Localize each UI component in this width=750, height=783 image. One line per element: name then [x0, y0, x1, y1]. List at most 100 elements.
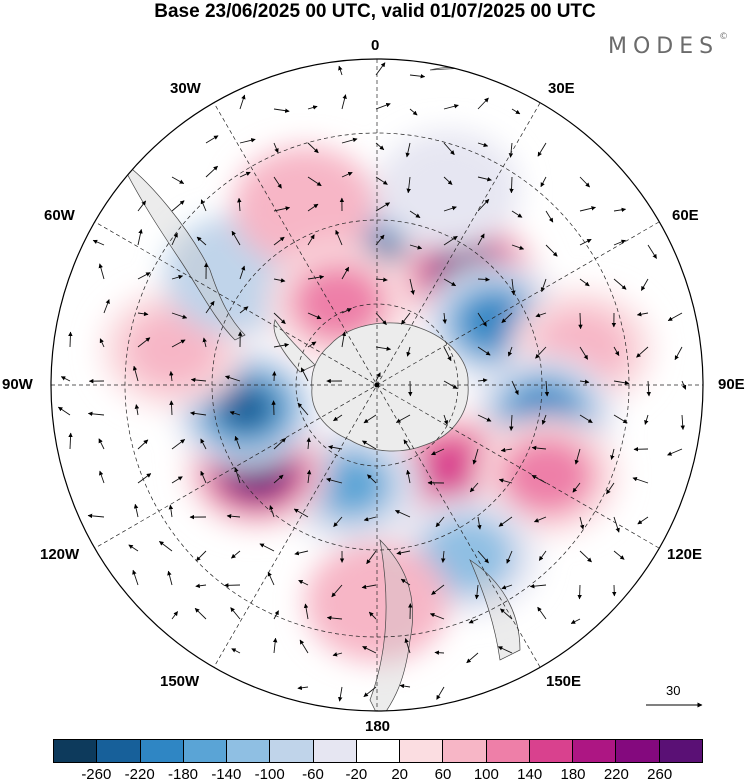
- wind-vector-133: [375, 346, 392, 351]
- wind-vector-42: [196, 236, 207, 246]
- wind-vector-202: [511, 244, 525, 250]
- wind-vector-169: [442, 312, 447, 324]
- wind-vector-166: [443, 206, 457, 212]
- wind-vector-260: [646, 380, 651, 397]
- wind-vector-17: [137, 337, 151, 348]
- wind-vector-240: [579, 516, 585, 530]
- longitude-label-30e: 30E: [548, 80, 575, 97]
- colorbar-tick-label-11: 180: [560, 766, 586, 783]
- wind-vector-109: [341, 171, 353, 178]
- wind-vector-81: [273, 437, 286, 450]
- reference-arrow-icon: [646, 702, 703, 708]
- wind-vector-205: [507, 346, 513, 357]
- wind-vector-179: [434, 650, 445, 655]
- wind-vector-154: [395, 414, 411, 423]
- wind-vector-143: [363, 686, 377, 698]
- wind-vector-72: [273, 142, 279, 154]
- wind-vector-58: [231, 230, 241, 246]
- wind-vector-214: [497, 646, 513, 654]
- wind-vector-257: [640, 278, 649, 291]
- colorbar-swatch-3: [183, 740, 228, 762]
- wind-vector-104: [299, 639, 309, 654]
- logo-mark: ©: [719, 32, 729, 42]
- wind-vector-209: [498, 478, 513, 484]
- wind-vector-46: [190, 377, 207, 383]
- wind-vector-161: [404, 638, 411, 654]
- wind-vector-67: [230, 550, 241, 559]
- wind-vector-116: [333, 414, 343, 422]
- wind-vector-22: [133, 503, 139, 518]
- wind-vector-189: [477, 378, 488, 383]
- colorbar-tick-label-7: 20: [391, 766, 408, 783]
- colorbar-swatch-5: [270, 740, 314, 762]
- wind-vector-140: [361, 584, 377, 590]
- colorbar-tick-label-10: 140: [517, 766, 543, 783]
- longitude-label-180: 180: [365, 718, 391, 735]
- wind-vector-5: [98, 263, 105, 280]
- wind-vector-13: [137, 200, 147, 212]
- wind-vector-175: [435, 516, 445, 528]
- colorbar-tick-label-0: -260: [81, 766, 112, 783]
- wind-vector-265: [667, 312, 683, 322]
- wind-vector-193: [477, 516, 482, 530]
- reference-vector: 30: [646, 683, 706, 713]
- wind-vector-111: [335, 229, 343, 246]
- wind-vector-212: [501, 584, 513, 590]
- wind-vector-231: [579, 206, 596, 212]
- wind-vector-264: [637, 516, 649, 525]
- wind-vector-128: [375, 176, 388, 185]
- colorbar-tick-label-9: 100: [473, 766, 499, 783]
- wind-vector-75: [273, 236, 285, 246]
- wind-vector-38: [171, 611, 179, 620]
- anomaly-center-6-layer-2: [418, 440, 492, 502]
- wind-vector-126: [375, 102, 391, 110]
- wind-vector-252: [606, 482, 615, 495]
- anomaly-center-7-layer-1: [500, 436, 595, 515]
- wind-vector-248: [613, 346, 620, 356]
- colorbar-tick-label-6: -20: [345, 766, 368, 783]
- wind-vector-187: [477, 312, 487, 327]
- wind-vector-107: [341, 94, 347, 110]
- wind-vector-132: [375, 312, 387, 326]
- wind-vector-246: [613, 278, 627, 290]
- anomaly-center-9-layer-2: [313, 454, 387, 515]
- wind-vector-186: [477, 277, 490, 282]
- wind-vector-159: [400, 578, 411, 586]
- wind-vector-124: [338, 686, 343, 702]
- wind-vector-71: [273, 108, 290, 113]
- longitude-label-60w: 60W: [44, 207, 75, 224]
- south-pole-marker: [374, 382, 380, 388]
- wind-vector-112: [341, 266, 350, 280]
- wind-vector-53: [194, 607, 207, 620]
- wind-vector-268: [680, 414, 685, 431]
- wind-vector-77: [273, 312, 286, 325]
- wind-vector-137: [367, 474, 377, 484]
- wind-vector-98: [306, 437, 311, 450]
- wind-vector-85: [267, 571, 275, 586]
- wind-vector-181: [477, 97, 489, 110]
- wind-vector-220: [535, 312, 547, 318]
- wind-vector-191: [472, 448, 479, 465]
- wind-vector-114: [341, 331, 347, 348]
- wind-vector-113: [341, 308, 352, 314]
- wind-vector-227: [538, 550, 547, 561]
- wind-vector-151: [401, 312, 411, 325]
- wind-vector-94: [307, 312, 322, 320]
- wind-vector-213: [500, 608, 513, 620]
- wind-vector-9: [87, 411, 105, 417]
- wind-vector-63: [229, 410, 241, 416]
- colorbar-swatch-10: [486, 740, 530, 762]
- wind-vector-263: [632, 477, 649, 484]
- wind-vector-78: [273, 342, 290, 348]
- wind-vector-25: [171, 176, 185, 184]
- wind-vector-118: [326, 477, 343, 484]
- wind-vector-18: [132, 365, 139, 382]
- wind-vector-60: [239, 306, 249, 314]
- wind-vector-1: [60, 376, 71, 382]
- antarctica-continent: [273, 319, 469, 452]
- wind-vector-88: [307, 105, 318, 110]
- colorbar-swatch-4: [227, 740, 271, 762]
- wind-vector-239: [572, 482, 581, 493]
- wind-vector-51: [196, 550, 207, 562]
- wind-vector-152: [406, 346, 411, 357]
